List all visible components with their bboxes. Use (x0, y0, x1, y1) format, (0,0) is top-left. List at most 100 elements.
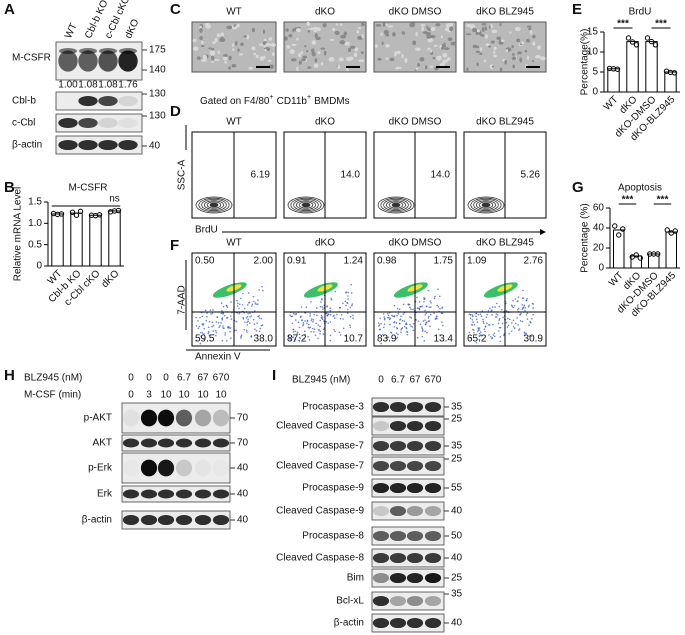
cell (199, 36, 203, 41)
event (207, 332, 210, 335)
band (175, 489, 193, 499)
event (216, 316, 219, 318)
cell (531, 60, 535, 63)
band (122, 438, 140, 448)
event (522, 289, 524, 292)
event (507, 324, 510, 327)
cell (336, 23, 339, 26)
cell (217, 50, 220, 55)
event (512, 319, 515, 322)
event (306, 319, 309, 322)
event (387, 336, 390, 339)
event (311, 318, 313, 320)
cell (433, 44, 438, 47)
event (351, 304, 353, 307)
cell (334, 30, 340, 35)
blot (371, 591, 445, 611)
contour (290, 197, 322, 213)
band (98, 95, 118, 107)
event (405, 322, 408, 324)
event (439, 334, 441, 336)
event (439, 308, 441, 310)
band (406, 420, 424, 432)
cell (202, 54, 207, 60)
event (529, 321, 532, 324)
event (238, 312, 241, 315)
event (339, 306, 341, 309)
cell (290, 58, 297, 62)
y-tick-label: 20 (593, 243, 605, 254)
event (481, 310, 484, 312)
event (325, 321, 328, 323)
event (393, 321, 396, 323)
cell (382, 22, 386, 27)
event (473, 329, 475, 331)
event (313, 328, 316, 330)
band (389, 505, 407, 517)
cell (472, 44, 478, 49)
quadrant-value: 1.24 (344, 256, 364, 267)
band (118, 139, 138, 151)
event (349, 324, 351, 327)
event (386, 336, 388, 339)
event (497, 322, 500, 325)
cell (511, 56, 517, 61)
bar (607, 68, 620, 93)
event (515, 322, 517, 325)
event (517, 324, 519, 326)
marker-label: 25 (451, 573, 463, 584)
event (223, 327, 225, 329)
cell (429, 65, 434, 68)
event (247, 312, 249, 315)
event (487, 309, 490, 312)
band (213, 460, 229, 477)
event (199, 342, 202, 345)
event (329, 334, 332, 337)
event (476, 321, 479, 323)
cell (430, 49, 433, 53)
band (118, 95, 138, 107)
cell (353, 52, 358, 58)
event (292, 331, 295, 333)
event (339, 317, 342, 320)
band (194, 514, 212, 526)
cell (322, 23, 327, 28)
event (339, 334, 342, 336)
event (425, 312, 428, 315)
event (289, 339, 292, 342)
event (303, 330, 306, 333)
row-label: M-CSFR (12, 53, 51, 64)
event (422, 328, 424, 331)
treatment-value: 10 (215, 390, 227, 401)
cell (499, 22, 502, 27)
event (437, 288, 439, 290)
chart-title: M-CSFR (69, 183, 108, 194)
event (294, 338, 297, 340)
event (260, 324, 263, 327)
band (406, 401, 424, 413)
event (410, 308, 412, 310)
treatment-value: 0 (128, 390, 134, 401)
event (210, 313, 212, 315)
gate-value: 14.0 (431, 170, 451, 181)
cell (361, 22, 364, 27)
event (409, 323, 411, 326)
event (297, 321, 300, 324)
band (58, 117, 78, 129)
event (510, 330, 513, 332)
panel-label: I (272, 367, 276, 384)
contour (473, 198, 499, 211)
cell (521, 41, 525, 45)
event (316, 307, 318, 310)
event (261, 285, 263, 288)
event (204, 309, 207, 312)
event (478, 329, 480, 331)
event (517, 329, 520, 331)
cell (465, 33, 472, 36)
lane-label: WT (63, 22, 80, 41)
event (477, 313, 480, 316)
cell (338, 57, 344, 62)
event (483, 328, 486, 331)
event (491, 306, 494, 308)
event (419, 305, 422, 308)
